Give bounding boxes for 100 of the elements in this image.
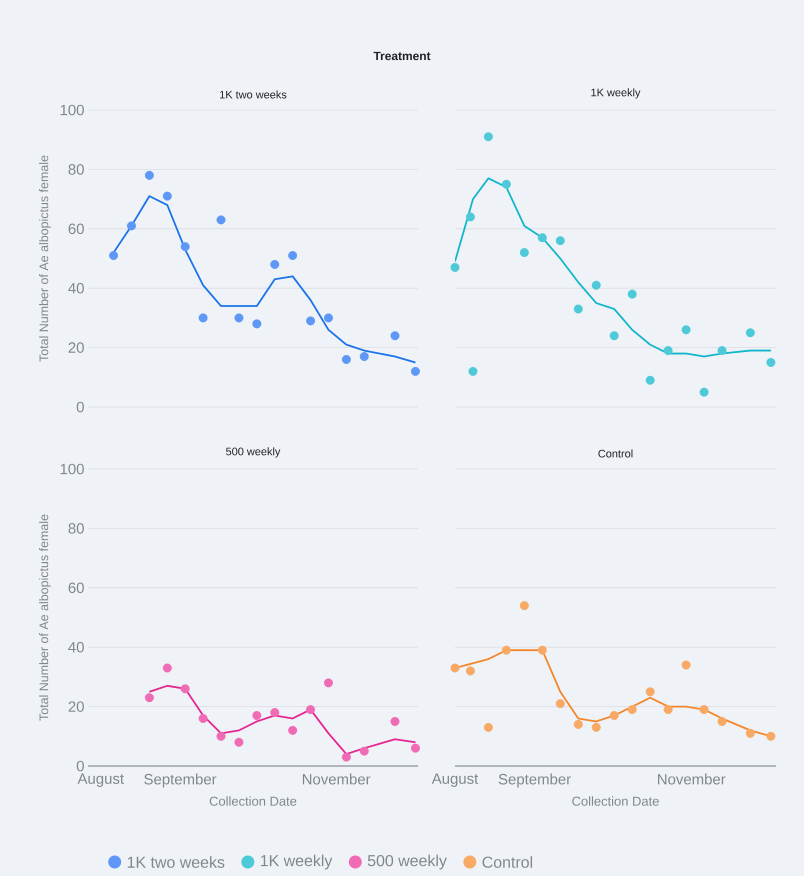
- point: [610, 331, 619, 340]
- y-tick-label: 60: [68, 582, 84, 594]
- y-tick-label: 0: [76, 402, 84, 412]
- point: [252, 711, 262, 720]
- chart-title: 1K weekly: [591, 88, 640, 99]
- point: [466, 212, 475, 222]
- point: [288, 726, 298, 735]
- chart-title: Control: [598, 449, 632, 458]
- point: [390, 716, 400, 726]
- legend-label: 500 weekly: [368, 854, 447, 870]
- point: [144, 693, 154, 702]
- x-tick-label: November: [302, 774, 370, 784]
- point: [324, 678, 333, 688]
- y-tick-label: 100: [60, 104, 84, 116]
- x-tick-label: August: [78, 774, 124, 787]
- point: [700, 388, 709, 397]
- point: [574, 720, 583, 729]
- point: [700, 705, 709, 714]
- legend-label: 1K weekly: [260, 854, 332, 870]
- point: [270, 708, 280, 718]
- point: [538, 646, 547, 655]
- point: [180, 242, 190, 252]
- x-tick-label: August: [432, 774, 478, 787]
- text: Treatment: [374, 52, 430, 60]
- y-tick-label: 80: [68, 523, 84, 534]
- point: [628, 290, 637, 299]
- point: [538, 233, 547, 242]
- chart-title: 500 weekly: [226, 447, 280, 458]
- y-tick-label: 60: [68, 224, 84, 234]
- x-tick-label: September: [144, 774, 216, 788]
- point: [270, 260, 280, 269]
- point: [718, 346, 727, 356]
- point: [162, 192, 172, 201]
- point: [664, 346, 673, 356]
- point: [574, 304, 583, 314]
- point: [306, 705, 316, 714]
- point: [556, 699, 565, 708]
- point: [592, 722, 601, 732]
- point: [216, 215, 226, 224]
- point: [468, 366, 478, 376]
- point: [410, 744, 420, 753]
- point: [628, 705, 637, 714]
- point: [360, 746, 369, 756]
- y-tick-label: 40: [68, 642, 84, 652]
- point: [360, 352, 369, 361]
- point: [520, 248, 529, 258]
- point: [198, 313, 208, 322]
- point: [718, 716, 727, 726]
- legend-label: Control: [482, 856, 532, 868]
- point: [216, 732, 226, 741]
- point: [646, 687, 655, 696]
- x-tick-label: September: [498, 774, 571, 788]
- point: [766, 358, 776, 367]
- x-axis-title: Collection Date: [210, 796, 296, 806]
- point: [450, 262, 460, 272]
- point: [592, 280, 601, 290]
- point: [234, 313, 244, 322]
- point: [502, 646, 511, 655]
- point: [162, 664, 172, 672]
- y-tick-label: 20: [68, 701, 84, 712]
- point: [144, 170, 154, 180]
- x-axis-title: Collection Date: [572, 796, 659, 806]
- y-axis-title: Total Number of Ae albopictus female: [39, 156, 51, 362]
- y-tick-label: 20: [68, 342, 84, 353]
- point: [410, 366, 420, 376]
- point: [180, 684, 190, 694]
- point: [682, 660, 691, 670]
- point: [252, 319, 262, 328]
- point: [288, 251, 298, 260]
- point: [746, 728, 755, 738]
- point: [342, 355, 351, 364]
- point: [484, 722, 493, 732]
- point: [746, 328, 755, 338]
- y-tick-label: 80: [68, 164, 84, 175]
- y-tick-label: 100: [60, 464, 84, 474]
- y-axis-title: Total Number of Ae albopictus female: [39, 514, 51, 721]
- point: [682, 325, 691, 334]
- chart-title: 1K two weeks: [220, 90, 286, 99]
- y-tick-label: 0: [76, 760, 84, 772]
- point: [502, 180, 511, 189]
- point: [664, 705, 673, 714]
- x-tick-label: November: [658, 774, 726, 784]
- point: [646, 376, 655, 385]
- point: [610, 711, 619, 720]
- point: [466, 666, 475, 676]
- point: [556, 236, 565, 246]
- point: [342, 752, 351, 762]
- point: [390, 331, 400, 340]
- point: [766, 732, 776, 741]
- point: [198, 714, 208, 723]
- legend-label: 1K two weeks: [128, 856, 224, 868]
- point: [234, 738, 244, 747]
- point: [127, 221, 136, 230]
- point: [306, 316, 316, 326]
- point: [450, 664, 460, 672]
- y-tick-label: 40: [68, 282, 84, 294]
- point: [484, 132, 493, 142]
- point: [109, 251, 118, 260]
- point: [520, 601, 529, 610]
- point: [324, 313, 333, 322]
